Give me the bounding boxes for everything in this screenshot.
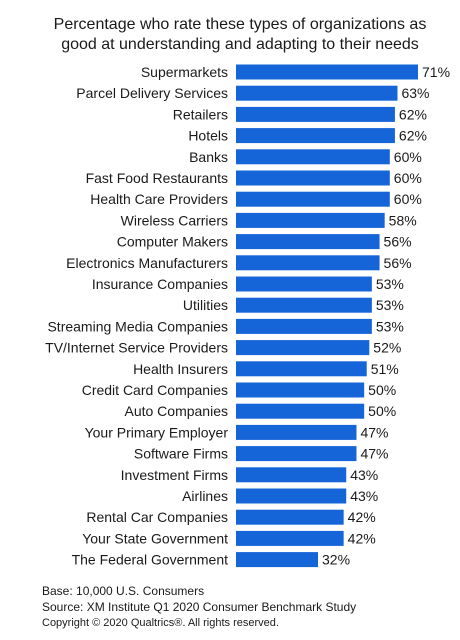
category-label: Wireless Carriers	[121, 212, 228, 228]
bar	[236, 234, 380, 250]
category-label: Software Firms	[134, 446, 228, 462]
value-label: 43%	[350, 488, 378, 504]
category-label: Health Care Providers	[90, 191, 228, 207]
bar	[236, 552, 319, 568]
bar	[236, 191, 390, 207]
bar	[236, 297, 372, 313]
value-label: 60%	[394, 170, 422, 186]
footer-base: Base: 10,000 U.S. Consumers	[42, 584, 205, 598]
chart-title-line-2: good at understanding and adapting to th…	[61, 36, 419, 53]
bar	[236, 212, 385, 228]
category-label: Insurance Companies	[92, 276, 228, 292]
value-label: 42%	[348, 530, 376, 546]
value-label: 43%	[350, 467, 378, 483]
value-label: 32%	[322, 552, 350, 568]
bar	[236, 403, 365, 419]
value-label: 53%	[376, 276, 404, 292]
bar	[236, 530, 344, 546]
bar	[236, 64, 418, 80]
value-label: 50%	[368, 382, 396, 398]
category-label: Parcel Delivery Services	[76, 85, 228, 101]
category-label: Credit Card Companies	[82, 382, 228, 398]
value-label: 62%	[399, 106, 427, 122]
bar	[236, 318, 372, 334]
category-label: Streaming Media Companies	[47, 318, 228, 334]
category-label: Computer Makers	[117, 234, 228, 250]
category-label: Investment Firms	[121, 467, 228, 483]
bar	[236, 149, 390, 165]
value-label: 56%	[384, 255, 412, 271]
value-label: 42%	[348, 509, 376, 525]
bar	[236, 488, 347, 504]
bar	[236, 85, 398, 101]
category-label: Rental Car Companies	[86, 509, 228, 525]
category-label: The Federal Government	[72, 552, 229, 568]
bar	[236, 106, 395, 122]
value-label: 51%	[371, 361, 399, 377]
bar	[236, 467, 347, 483]
footer-copyright: Copyright © 2020 Qualtrics®. All rights …	[42, 617, 279, 629]
category-label: Airlines	[182, 488, 228, 504]
bar	[236, 424, 357, 440]
category-label: Fast Food Restaurants	[86, 170, 228, 186]
value-label: 47%	[360, 424, 388, 440]
bar-chart: Supermarkets 71% Parcel Delivery Services 6…	[45, 64, 450, 568]
value-label: 62%	[399, 128, 427, 144]
bar	[236, 509, 344, 525]
value-label: 58%	[389, 212, 417, 228]
category-label: Your Primary Employer	[85, 424, 229, 440]
category-label: Supermarkets	[141, 64, 228, 80]
category-label: Health Insurers	[133, 361, 228, 377]
footer-source: Source: XM Institute Q1 2020 Consumer Be…	[42, 600, 357, 614]
value-label: 53%	[376, 318, 404, 334]
category-label: Hotels	[188, 128, 228, 144]
bar	[236, 170, 390, 186]
value-label: 63%	[401, 85, 429, 101]
category-label: Retailers	[173, 106, 228, 122]
value-label: 71%	[422, 64, 450, 80]
value-label: 56%	[384, 234, 412, 250]
chart-title-line-1: Percentage who rate these types of organ…	[53, 16, 427, 33]
value-label: 50%	[368, 403, 396, 419]
category-label: Auto Companies	[124, 403, 228, 419]
category-label: Banks	[189, 149, 228, 165]
bar	[236, 128, 395, 144]
bar	[236, 446, 357, 462]
bar	[236, 361, 367, 377]
bar	[236, 276, 372, 292]
bar	[236, 382, 365, 398]
value-label: 53%	[376, 297, 404, 313]
value-label: 60%	[394, 149, 422, 165]
category-label: Utilities	[183, 297, 228, 313]
value-label: 47%	[360, 446, 388, 462]
value-label: 52%	[373, 340, 401, 356]
category-label: TV/Internet Service Providers	[45, 340, 228, 356]
bar	[236, 255, 380, 271]
category-label: Your State Government	[82, 530, 228, 546]
value-label: 60%	[394, 191, 422, 207]
category-label: Electronics Manufacturers	[66, 255, 228, 271]
bar	[236, 340, 370, 356]
